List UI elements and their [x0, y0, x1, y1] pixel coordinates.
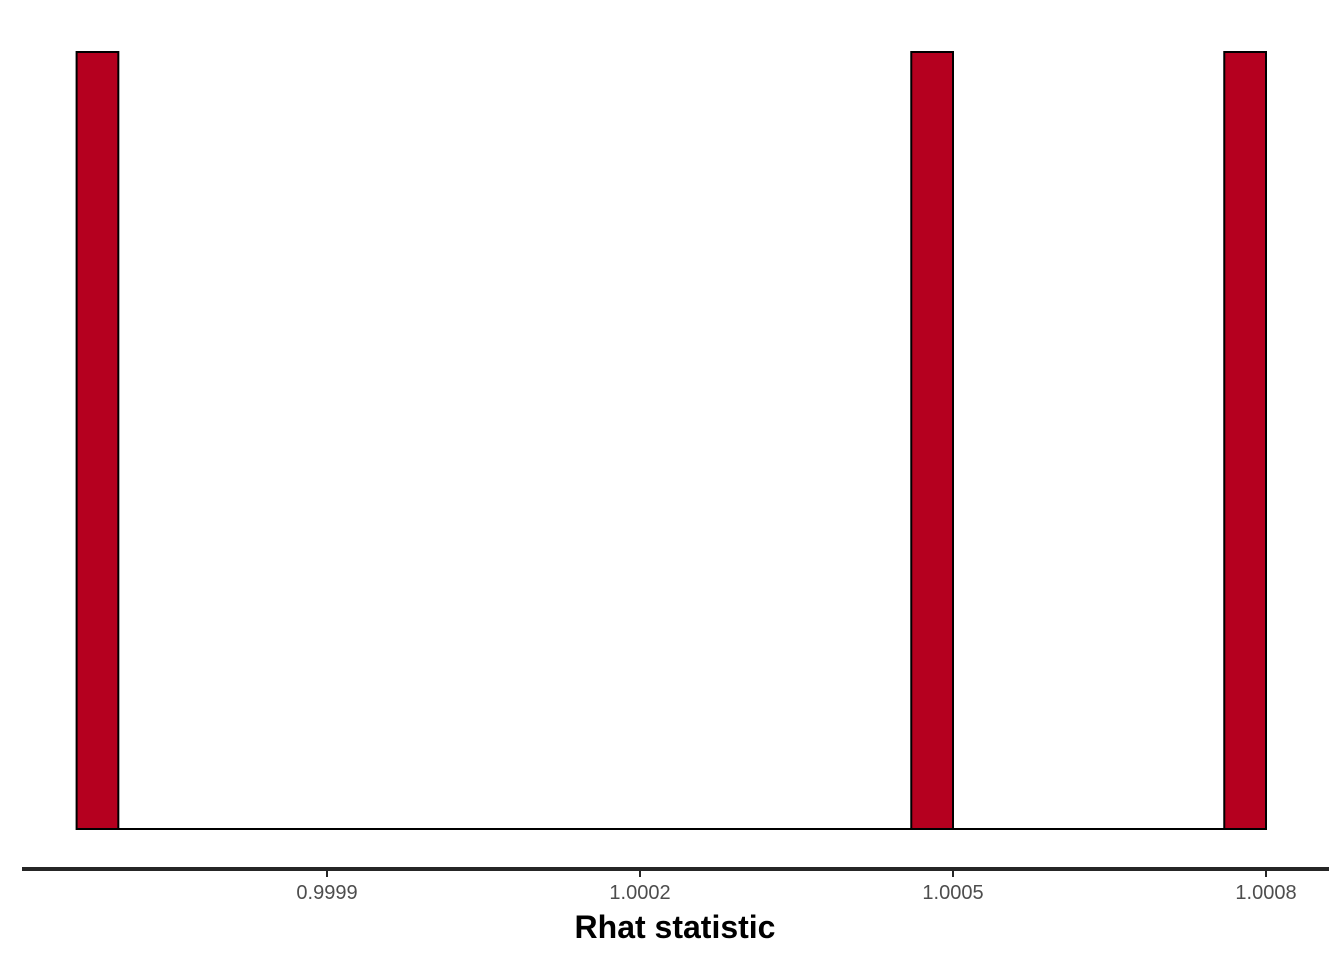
x-axis-ticks: 0.9999 1.0002 1.0005 1.0008: [296, 869, 1297, 904]
x-axis-title: Rhat statistic: [575, 909, 776, 945]
x-tick-label: 0.9999: [296, 882, 357, 904]
histogram-bar-1: [75, 51, 120, 830]
histogram-bars: [75, 51, 1268, 830]
x-tick-label: 1.0002: [609, 882, 670, 904]
histogram-bar-3: [1223, 51, 1268, 830]
histogram-bar-2: [910, 51, 954, 830]
x-tick-label: 1.0008: [1235, 882, 1296, 904]
x-tick-label: 1.0005: [922, 882, 983, 904]
